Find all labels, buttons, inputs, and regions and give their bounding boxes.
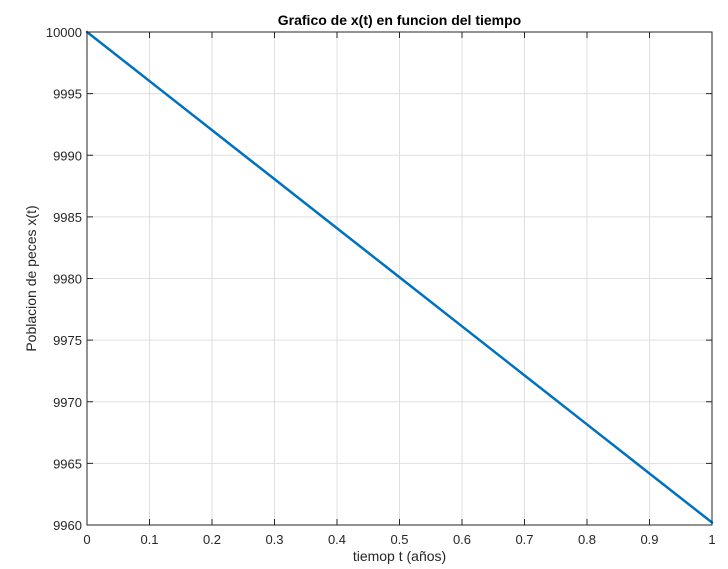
y-tick-label: 9960 xyxy=(53,518,82,533)
y-tick-label: 9985 xyxy=(53,210,82,225)
x-tick-label: 1 xyxy=(708,532,715,547)
y-tick-label: 9995 xyxy=(53,87,82,102)
x-tick-label: 0.3 xyxy=(265,532,283,547)
axis-ticks xyxy=(86,31,713,526)
x-axis-label: tiemop t (años) xyxy=(353,548,446,564)
x-tick-labels: 0 0.1 0.2 0.3 0.4 0.5 0.6 0.7 0.8 0.9 1 xyxy=(83,532,715,547)
series-lines xyxy=(85,30,714,524)
x-tick-label: 0.6 xyxy=(453,532,471,547)
x-tick-label: 0.4 xyxy=(328,532,346,547)
x-tick-label: 0.2 xyxy=(203,532,221,547)
y-tick-label: 10000 xyxy=(46,25,82,40)
x-tick-label: 0.8 xyxy=(578,532,596,547)
y-axis-label: Poblacion de peces x(t) xyxy=(23,205,39,351)
y-tick-label: 9980 xyxy=(53,272,82,287)
y-tick-labels: 9960 9965 9970 9975 9980 9985 9990 9995 10000 xyxy=(46,25,82,533)
y-tick-label: 9975 xyxy=(53,333,82,348)
x-tick-label: 0 xyxy=(83,532,90,547)
x-tick-label: 0.7 xyxy=(515,532,533,547)
y-tick-label: 9990 xyxy=(53,148,82,163)
x-tick-label: 0.5 xyxy=(390,532,408,547)
x-tick-label: 0.9 xyxy=(640,532,658,547)
y-tick-label: 9965 xyxy=(53,456,82,471)
y-tick-label: 9970 xyxy=(53,395,82,410)
x-tick-label: 0.1 xyxy=(140,532,158,547)
series-line xyxy=(85,30,714,524)
chart-title: Grafico de x(t) en funcion del tiempo xyxy=(278,12,521,28)
